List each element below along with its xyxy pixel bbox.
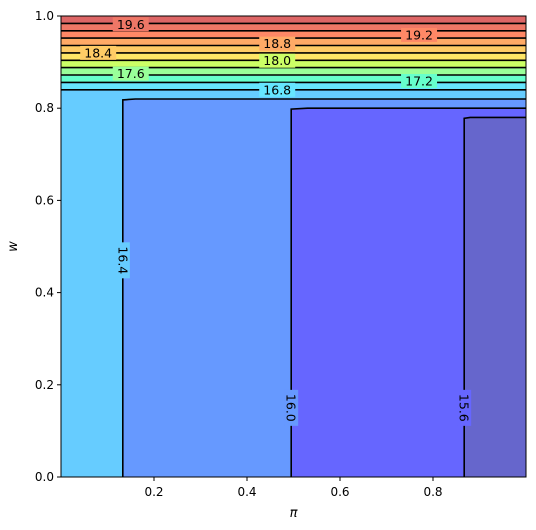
y-axis-ticks: 0.0 0.2 0.4 0.6 0.8 1.0 — [35, 9, 61, 484]
contour-label-16.0: 16.0 — [284, 394, 299, 422]
contour-label-bg-18.8 — [259, 36, 296, 51]
contour-label-bg-15.6 — [457, 389, 472, 426]
y-tick-label: 0.2 — [35, 378, 54, 392]
y-tick-label: 0.4 — [35, 286, 54, 300]
contour-label-19.2: 19.2 — [405, 27, 433, 42]
contour-label-bg-18.0 — [259, 53, 296, 68]
y-tick-label: 0.8 — [35, 101, 54, 115]
contour-label-bg-16.8 — [259, 82, 296, 97]
contour-label-bg-19.2 — [401, 27, 438, 42]
contour-labels: 15.6 16.0 16.4 16.8 17.2 17.6 18.0 18.4 18.8 19.2… — [80, 17, 472, 426]
x-axis-ticks: 0.2 0.4 0.6 0.8 — [144, 477, 443, 499]
contour-label-17.6: 17.6 — [117, 66, 145, 81]
contour-label-18.0: 18.0 — [263, 53, 291, 68]
x-tick-label: 0.4 — [237, 485, 256, 499]
contour-line-15.6 — [463, 116, 526, 477]
x-tick-label: 0.6 — [330, 485, 349, 499]
y-tick-label: 1.0 — [35, 9, 54, 23]
contour-label-18.4: 18.4 — [84, 45, 112, 60]
contour-line-16.4 — [122, 98, 526, 477]
contour-label-bg-18.4 — [80, 45, 117, 60]
contour-label-bg-19.6 — [112, 17, 149, 32]
contour-label-18.8: 18.8 — [263, 36, 291, 51]
y-tick-label: 0.6 — [35, 193, 54, 207]
contour-label-bg-16.4 — [115, 242, 130, 279]
x-tick-label: 0.8 — [423, 485, 442, 499]
contour-label-17.2: 17.2 — [405, 74, 433, 89]
contour-label-19.6: 19.6 — [117, 17, 145, 32]
contour-label-16.4: 16.4 — [115, 246, 130, 274]
contour-label-bg-17.6 — [112, 66, 149, 81]
contour-label-bg-17.2 — [401, 74, 438, 89]
x-tick-label: 0.2 — [144, 485, 163, 499]
contour-label-16.8: 16.8 — [263, 82, 291, 97]
contour-label-15.6: 15.6 — [457, 394, 472, 422]
contour-line-16.0 — [290, 107, 526, 477]
plot-frame — [60, 15, 527, 478]
contour-label-bg-16.0 — [284, 389, 299, 426]
y-axis-label: w — [6, 241, 21, 252]
contour-region-0 — [463, 117, 527, 478]
y-tick-label: 0.0 — [35, 470, 54, 484]
x-axis-label: π — [290, 506, 298, 521]
